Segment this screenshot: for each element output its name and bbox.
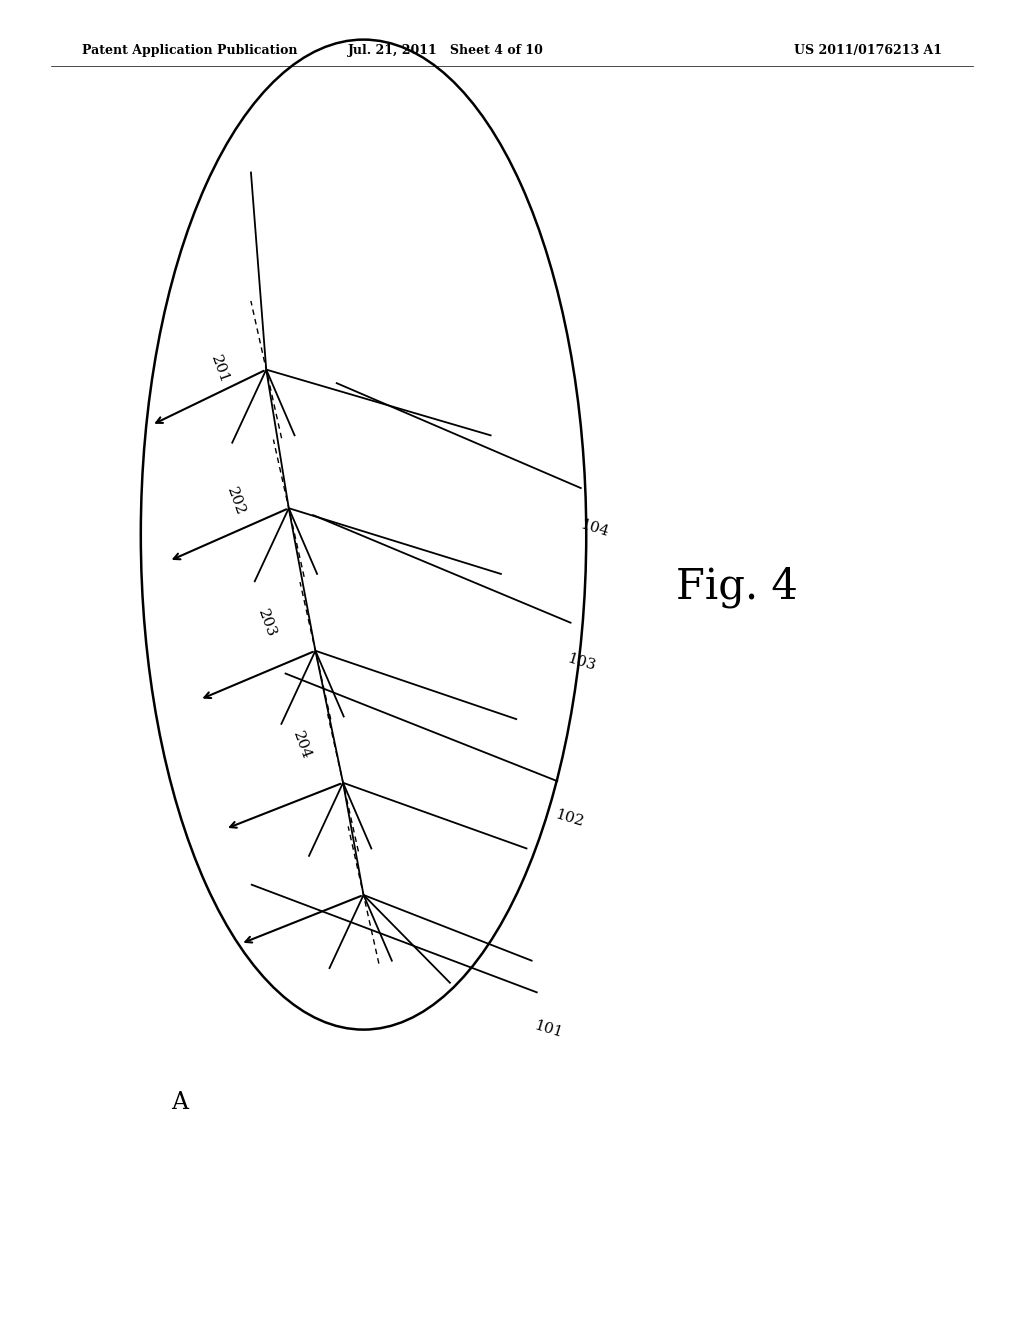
Text: Fig. 4: Fig. 4 xyxy=(676,566,799,609)
Text: 104: 104 xyxy=(578,517,610,539)
Text: 203: 203 xyxy=(255,607,278,639)
Text: 101: 101 xyxy=(531,1019,564,1040)
Text: 103: 103 xyxy=(565,652,598,673)
Text: 202: 202 xyxy=(224,486,247,517)
Text: A: A xyxy=(171,1090,187,1114)
Text: US 2011/0176213 A1: US 2011/0176213 A1 xyxy=(794,44,942,57)
Text: Patent Application Publication: Patent Application Publication xyxy=(82,44,297,57)
Ellipse shape xyxy=(140,40,586,1030)
Text: Jul. 21, 2011   Sheet 4 of 10: Jul. 21, 2011 Sheet 4 of 10 xyxy=(347,44,544,57)
Text: 201: 201 xyxy=(209,354,231,385)
Text: 102: 102 xyxy=(553,808,586,829)
Text: 204: 204 xyxy=(291,730,313,762)
